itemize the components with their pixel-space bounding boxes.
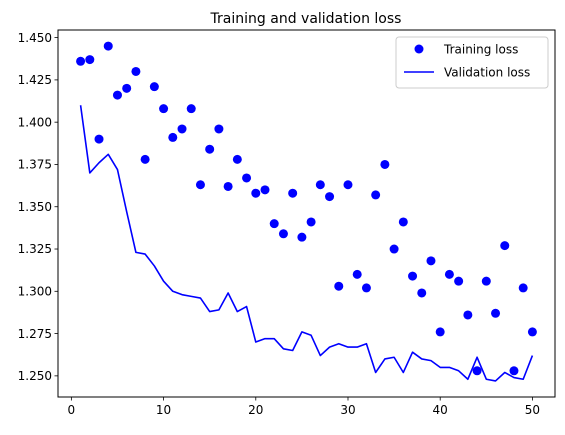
legend-training-label: Training loss (443, 43, 518, 57)
training-loss-point (177, 124, 187, 134)
training-loss-point (205, 144, 215, 154)
training-loss-point (223, 181, 233, 191)
training-loss-point (315, 180, 325, 190)
legend-training-marker (414, 44, 424, 54)
training-loss-point (398, 217, 408, 227)
training-loss-point (149, 82, 159, 92)
training-loss-point (94, 134, 104, 144)
y-tick-label: 1.425 (18, 73, 52, 87)
training-loss-point (269, 219, 279, 229)
training-loss-point (140, 154, 150, 164)
training-loss-point (278, 229, 288, 239)
legend: Training loss Validation loss (395, 36, 549, 89)
x-tick-label: 0 (68, 403, 76, 417)
y-tick-label: 1.450 (18, 31, 52, 45)
y-tick-label: 1.325 (18, 242, 52, 256)
training-loss-point (352, 269, 362, 279)
training-loss-point (361, 283, 371, 293)
training-loss-point (103, 41, 113, 51)
plot-frame (57, 29, 556, 398)
training-loss-point (472, 366, 482, 376)
training-loss-point (463, 310, 473, 320)
y-axis: 1.250 1.275 1.300 1.325 1.350 1.375 1.400 1.425… (18, 31, 58, 383)
training-loss-point (306, 217, 316, 227)
training-loss-point (131, 66, 141, 76)
chart-title: Training and validation loss (210, 11, 402, 27)
training-loss-point (76, 56, 86, 66)
training-loss-point (435, 327, 445, 337)
x-tick-label: 40 (433, 403, 448, 417)
training-loss-point (500, 241, 510, 251)
training-loss-point (186, 104, 196, 114)
series-layer (76, 41, 537, 382)
training-loss-point (426, 256, 436, 266)
training-loss-point (518, 283, 528, 293)
training-loss-point (371, 190, 381, 200)
training-loss-point (112, 90, 122, 100)
y-tick-label: 1.300 (18, 284, 52, 298)
training-loss-point (168, 132, 178, 142)
training-loss-point (481, 276, 491, 286)
y-tick-label: 1.250 (18, 369, 52, 383)
validation-loss-line (79, 105, 534, 382)
training-loss-point (251, 188, 261, 198)
training-loss-point (509, 366, 519, 376)
y-tick-label: 1.375 (18, 158, 52, 172)
training-loss-point (334, 281, 344, 291)
training-loss-point (195, 180, 205, 190)
y-tick-label: 1.275 (18, 327, 52, 341)
training-loss-point (260, 185, 270, 195)
x-tick-label: 20 (248, 403, 263, 417)
training-loss-point (214, 124, 224, 134)
training-loss-point (325, 192, 335, 202)
training-loss-point (159, 104, 169, 114)
training-loss-point (343, 180, 353, 190)
training-loss-point (527, 327, 537, 337)
y-tick-label: 1.350 (18, 200, 52, 214)
legend-box (395, 36, 549, 89)
training-loss-point (242, 173, 252, 183)
legend-validation-label: Validation loss (444, 66, 530, 80)
training-loss-point (122, 83, 132, 93)
y-tick-label: 1.400 (18, 115, 52, 129)
training-loss-point (85, 55, 95, 65)
x-axis: 0 10 20 30 40 50 (68, 397, 540, 417)
training-loss-point (444, 269, 454, 279)
x-tick-label: 10 (156, 403, 171, 417)
training-loss-point (417, 288, 427, 298)
training-loss-point (389, 244, 399, 254)
training-loss-point (380, 159, 390, 169)
training-loss-point (288, 188, 298, 198)
training-loss-point (232, 154, 242, 164)
training-loss-point (454, 276, 464, 286)
training-loss-point (297, 232, 307, 242)
training-loss-point (408, 271, 418, 281)
x-tick-label: 30 (340, 403, 355, 417)
x-tick-label: 50 (525, 403, 540, 417)
training-loss-point (491, 308, 501, 318)
